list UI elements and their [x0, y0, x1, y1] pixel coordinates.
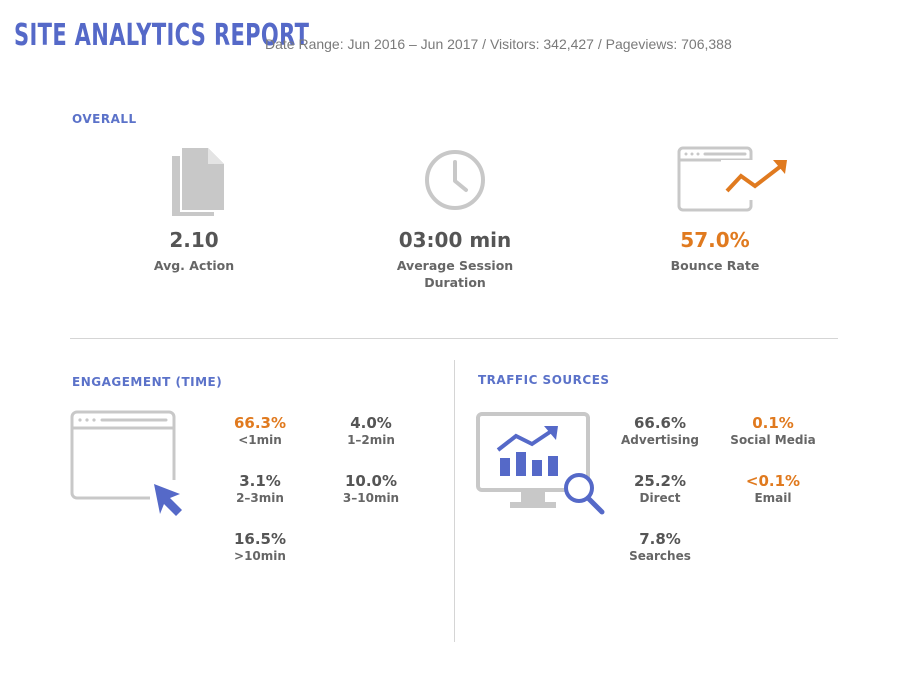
engagement-stat: 66.3% <1min — [205, 414, 315, 448]
session-duration-label-2: Duration — [424, 275, 486, 290]
traffic-label: Social Media — [730, 433, 816, 447]
engagement-value: 4.0% — [350, 414, 392, 432]
vertical-divider — [454, 360, 455, 642]
engagement-value: 10.0% — [344, 472, 398, 490]
traffic-stat: 7.8% Searches — [605, 530, 715, 564]
horizontal-divider — [70, 338, 838, 339]
browser-trend-icon — [677, 146, 787, 212]
engagement-stat: 4.0% 1–2min — [316, 414, 426, 448]
traffic-value: 7.8% — [639, 530, 681, 548]
clock-icon — [425, 150, 485, 210]
report-summary: Date Range: Jun 2016 – Jun 2017 / Visito… — [265, 36, 732, 52]
engagement-label: >10min — [234, 549, 286, 563]
session-duration-value: 03:00 min — [398, 228, 512, 252]
traffic-stat: 66.6% Advertising — [605, 414, 715, 448]
traffic-stat: 0.1% Social Media — [718, 414, 828, 448]
bounce-rate-label: Bounce Rate — [670, 258, 760, 273]
engagement-section-label: ENGAGEMENT (TIME) — [72, 375, 223, 389]
engagement-label: <1min — [238, 433, 282, 447]
document-icon — [172, 148, 224, 216]
traffic-value: <0.1% — [745, 472, 801, 490]
bounce-rate-value: 57.0% — [680, 228, 750, 252]
traffic-value: 0.1% — [752, 414, 794, 432]
traffic-label: Email — [754, 491, 792, 505]
traffic-section-label: TRAFFIC SOURCES — [478, 373, 610, 387]
session-duration-label-1: Average Session — [396, 258, 514, 273]
traffic-value: 25.2% — [633, 472, 687, 490]
avg-action-value: 2.10 — [169, 228, 219, 252]
engagement-value: 16.5% — [233, 530, 287, 548]
engagement-label: 2–3min — [236, 491, 284, 505]
avg-action-label: Avg. Action — [153, 258, 235, 273]
traffic-label: Searches — [629, 549, 691, 563]
traffic-value: 66.6% — [633, 414, 687, 432]
engagement-label: 3–10min — [342, 491, 400, 505]
overall-section-label: OVERALL — [72, 112, 137, 126]
engagement-stat: 10.0% 3–10min — [316, 472, 426, 506]
browser-cursor-icon — [70, 410, 184, 516]
engagement-value: 3.1% — [239, 472, 281, 490]
traffic-stat: <0.1% Email — [718, 472, 828, 506]
traffic-stat: 25.2% Direct — [605, 472, 715, 506]
engagement-value: 66.3% — [233, 414, 287, 432]
engagement-label: 1–2min — [347, 433, 395, 447]
traffic-label: Advertising — [621, 433, 699, 447]
monitor-chart-search-icon — [476, 412, 605, 515]
engagement-stat: 16.5% >10min — [205, 530, 315, 564]
engagement-stat: 3.1% 2–3min — [205, 472, 315, 506]
report-title: SITE ANALYTICS REPORT — [14, 18, 310, 53]
traffic-label: Direct — [639, 491, 681, 505]
